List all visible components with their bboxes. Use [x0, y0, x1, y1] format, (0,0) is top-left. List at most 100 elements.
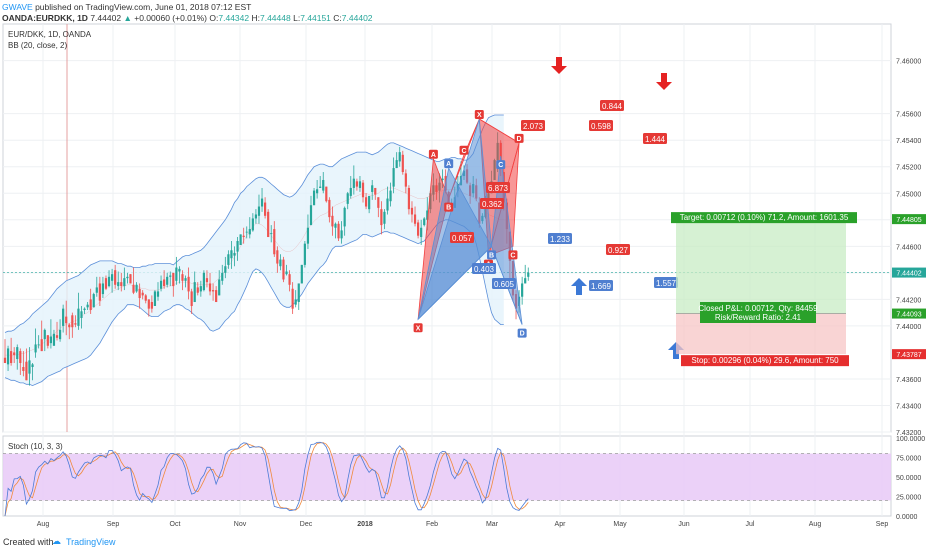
candle-body[interactable]: [156, 291, 160, 297]
candle-body[interactable]: [187, 276, 190, 292]
pattern-point-badge[interactable]: [444, 159, 454, 169]
candle-body[interactable]: [306, 227, 310, 244]
candle-body[interactable]: [374, 187, 377, 195]
pattern-point-badge[interactable]: [474, 109, 484, 119]
candle-body[interactable]: [138, 288, 141, 299]
candle-body[interactable]: [328, 199, 331, 218]
candle-body[interactable]: [166, 276, 169, 285]
candle-body[interactable]: [383, 211, 386, 224]
candle-body[interactable]: [104, 278, 108, 289]
candle-body[interactable]: [74, 323, 77, 325]
pattern-point-badge[interactable]: [487, 250, 497, 260]
pattern-point-badge[interactable]: [428, 149, 438, 159]
candle-body[interactable]: [153, 291, 157, 306]
candle-body[interactable]: [52, 333, 56, 346]
candle-body[interactable]: [273, 229, 276, 255]
candle-body[interactable]: [358, 181, 362, 188]
candle-body[interactable]: [114, 270, 117, 285]
tradingview-brand[interactable]: TradingView: [66, 537, 116, 547]
candle-body[interactable]: [141, 292, 144, 296]
candle-body[interactable]: [111, 274, 114, 281]
candle-body[interactable]: [245, 231, 248, 233]
candle-body[interactable]: [40, 339, 43, 352]
candle-body[interactable]: [279, 259, 282, 267]
candle-body[interactable]: [355, 181, 358, 187]
candle-body[interactable]: [334, 223, 337, 228]
candle-body[interactable]: [251, 218, 254, 231]
candle-body[interactable]: [98, 283, 101, 301]
candle-body[interactable]: [527, 272, 530, 277]
candle-body[interactable]: [248, 229, 251, 235]
candle-body[interactable]: [300, 264, 303, 284]
candle-body[interactable]: [181, 274, 184, 281]
candle-body[interactable]: [224, 266, 227, 273]
target-zone[interactable]: [676, 219, 846, 314]
candle-body[interactable]: [144, 295, 147, 301]
candle-body[interactable]: [123, 278, 126, 287]
candle-body[interactable]: [58, 329, 62, 340]
candle-body[interactable]: [107, 276, 111, 287]
candle-body[interactable]: [205, 278, 209, 283]
candle-body[interactable]: [227, 254, 230, 265]
candle-body[interactable]: [101, 283, 105, 295]
candle-body[interactable]: [10, 351, 13, 364]
candle-body[interactable]: [169, 275, 172, 277]
candle-body[interactable]: [343, 207, 346, 227]
candle-body[interactable]: [331, 215, 334, 227]
candle-body[interactable]: [147, 299, 150, 309]
candle-body[interactable]: [325, 186, 328, 202]
candle-body[interactable]: [291, 288, 294, 309]
candle-body[interactable]: [230, 250, 233, 259]
candle-body[interactable]: [120, 282, 123, 287]
candle-body[interactable]: [282, 259, 285, 280]
pattern-point-badge[interactable]: [514, 133, 524, 143]
candle-body[interactable]: [19, 351, 22, 364]
candle-body[interactable]: [68, 324, 71, 328]
candle-body[interactable]: [175, 267, 178, 281]
candle-body[interactable]: [117, 282, 120, 287]
candle-body[interactable]: [441, 178, 444, 180]
candle-body[interactable]: [236, 241, 239, 252]
candle-body[interactable]: [242, 235, 245, 238]
candle-body[interactable]: [254, 214, 258, 219]
pattern-point-badge[interactable]: [459, 145, 469, 155]
candle-body[interactable]: [361, 182, 365, 198]
candle-body[interactable]: [346, 193, 349, 204]
candle-body[interactable]: [413, 214, 417, 224]
candle-body[interactable]: [426, 210, 429, 220]
candle-body[interactable]: [257, 206, 261, 216]
pattern-point-badge[interactable]: [517, 328, 527, 338]
candle-body[interactable]: [211, 290, 215, 292]
candle-body[interactable]: [352, 178, 355, 188]
candle-body[interactable]: [3, 357, 7, 364]
candle-body[interactable]: [349, 187, 352, 196]
candle-body[interactable]: [285, 271, 288, 275]
candle-body[interactable]: [49, 336, 52, 344]
candle-body[interactable]: [77, 308, 80, 326]
candle-body[interactable]: [410, 207, 414, 215]
candle-body[interactable]: [380, 209, 383, 226]
candle-body[interactable]: [267, 211, 270, 238]
candle-body[interactable]: [297, 283, 300, 303]
candle-body[interactable]: [377, 197, 380, 208]
candle-body[interactable]: [524, 278, 527, 284]
candle-body[interactable]: [398, 152, 401, 162]
candle-body[interactable]: [221, 272, 224, 281]
candle-body[interactable]: [239, 234, 242, 245]
candle-body[interactable]: [312, 190, 316, 206]
candle-body[interactable]: [340, 230, 343, 239]
candle-body[interactable]: [16, 347, 19, 360]
candle-body[interactable]: [159, 280, 163, 289]
candle-body[interactable]: [92, 294, 95, 308]
candle-body[interactable]: [288, 274, 291, 285]
pattern-point-badge[interactable]: [413, 323, 423, 333]
candle-body[interactable]: [303, 243, 306, 265]
candle-body[interactable]: [294, 299, 297, 305]
candle-body[interactable]: [28, 360, 31, 374]
candle-body[interactable]: [316, 189, 319, 194]
candle-body[interactable]: [364, 197, 368, 207]
candle-body[interactable]: [37, 344, 40, 346]
candle-body[interactable]: [420, 227, 423, 238]
candle-body[interactable]: [417, 222, 420, 236]
